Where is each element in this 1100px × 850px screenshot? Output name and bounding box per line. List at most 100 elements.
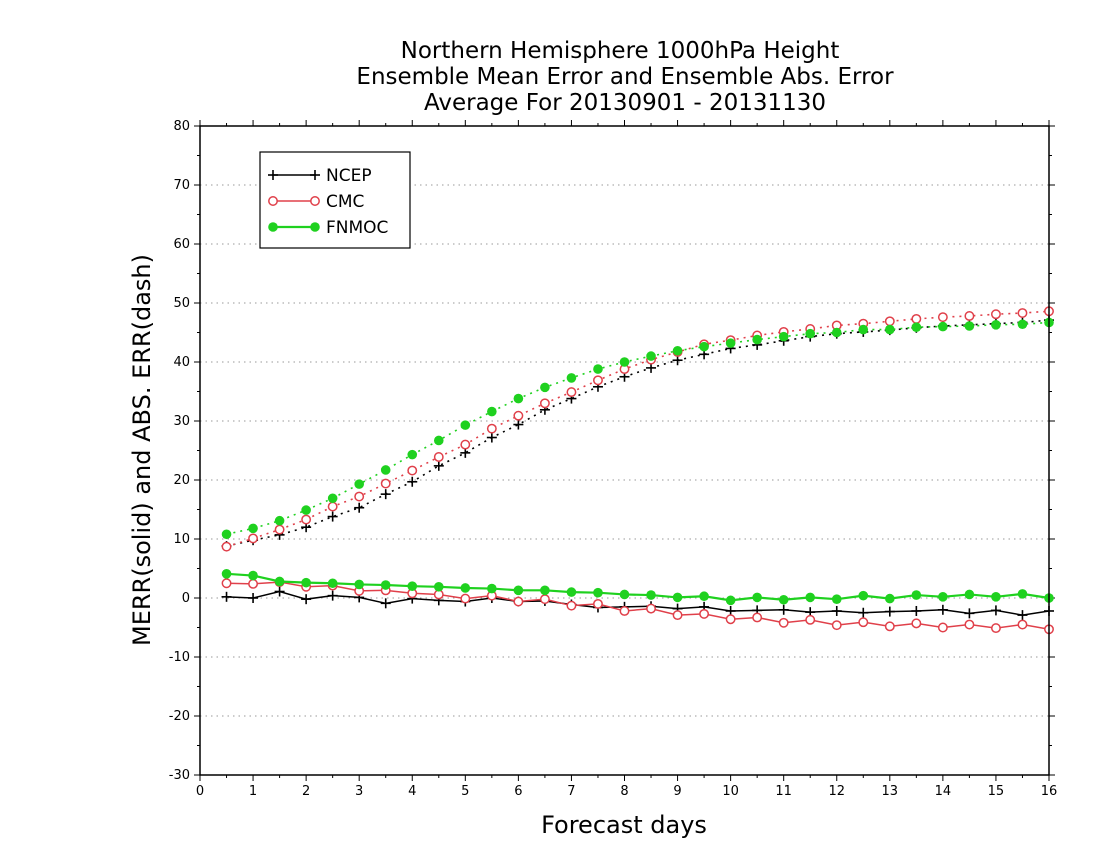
legend-marker-right	[310, 222, 320, 232]
merr-point	[460, 583, 471, 593]
legend-item-ncep: NCEP	[268, 166, 372, 186]
abs-err-point	[248, 523, 258, 534]
abs-err-point	[407, 476, 418, 487]
merr-point	[301, 594, 312, 605]
merr-point	[433, 581, 444, 592]
abs-err-point	[513, 410, 524, 421]
legend-marker-right	[310, 170, 320, 180]
x-tick-label: 12	[828, 784, 845, 799]
x-tick-label: 14	[935, 784, 952, 799]
x-tick-label: 5	[461, 784, 469, 799]
abs-err-point	[354, 491, 365, 502]
abs-err-point	[380, 489, 391, 500]
x-tick-label: 2	[302, 784, 310, 799]
merr-point	[274, 586, 285, 597]
merr-point	[221, 578, 232, 589]
y-tick-label: 80	[173, 119, 190, 134]
abs-err-point	[248, 533, 259, 544]
merr-point	[858, 617, 869, 628]
x-tick-label: 3	[355, 784, 363, 799]
y-tick-label: 70	[173, 178, 190, 193]
x-tick-label: 13	[882, 784, 899, 799]
abs-err-point	[327, 501, 338, 512]
legend-item-fnmoc: FNMOC	[268, 218, 388, 238]
x-tick-label: 9	[673, 784, 681, 799]
abs-err-point	[991, 320, 1001, 330]
abs-err-point	[433, 460, 444, 471]
merr-point	[831, 594, 842, 604]
merr-point	[725, 614, 736, 625]
x-tick-label: 8	[620, 784, 628, 799]
abs-err-point	[990, 309, 1001, 320]
abs-err-point	[460, 420, 471, 430]
abs-err-point	[433, 435, 444, 446]
x-tick-label: 16	[1041, 784, 1058, 799]
chart-title: Northern Hemisphere 1000hPa Height Ensem…	[356, 38, 894, 116]
abs-err-point	[593, 375, 603, 386]
merr-point	[911, 605, 922, 616]
merr-point	[327, 590, 338, 601]
merr-point	[831, 605, 842, 616]
merr-point	[274, 576, 285, 587]
abs-err-point	[539, 398, 550, 409]
merr-point	[964, 608, 975, 619]
abs-err-point	[487, 406, 497, 417]
legend-marker-right	[310, 196, 320, 206]
abs-err-point	[911, 313, 922, 324]
abs-err-point	[221, 529, 232, 540]
merr-point	[752, 592, 762, 603]
merr-point	[380, 598, 391, 609]
merr-point	[513, 585, 524, 596]
merr-point	[540, 585, 550, 596]
abs-err-point	[221, 541, 232, 552]
merr-point	[831, 620, 842, 631]
x-axis-label: Forecast days	[541, 811, 707, 839]
merr-point	[964, 589, 975, 600]
abs-err-point	[805, 328, 816, 339]
merr-point	[938, 592, 948, 602]
merr-point	[221, 569, 232, 579]
merr-point	[991, 592, 1001, 602]
merr-point	[990, 605, 1001, 616]
legend-box	[259, 151, 411, 249]
y-tick-label: -10	[169, 650, 190, 665]
legend-label: CMC	[326, 192, 364, 212]
merr-point	[593, 587, 603, 598]
abs-err-point	[752, 334, 762, 345]
merr-point	[884, 606, 895, 617]
abs-err-point	[831, 327, 842, 338]
abs-err-point	[354, 502, 365, 513]
merr-point	[301, 577, 311, 588]
merr-point	[911, 618, 922, 629]
abs-err-line-ncep	[226, 319, 1050, 547]
merr-point	[619, 589, 630, 600]
merr-point	[248, 593, 259, 603]
abs-err-point	[566, 373, 577, 383]
abs-err-point	[858, 324, 869, 335]
merr-point	[380, 580, 391, 590]
abs-err-point	[1017, 308, 1028, 318]
merr-point	[221, 591, 232, 602]
merr-point	[778, 604, 789, 615]
merr-point	[778, 594, 789, 605]
merr-point	[513, 596, 524, 607]
x-tick-label: 15	[988, 784, 1005, 799]
merr-point	[725, 595, 736, 606]
abs-err-line-cmc	[226, 310, 1050, 548]
merr-point	[699, 608, 710, 619]
merr-point	[407, 581, 418, 591]
abs-err-point	[619, 357, 630, 367]
x-tick-label: 6	[514, 784, 522, 799]
abs-err-point	[407, 465, 418, 476]
series-fnmoc	[221, 317, 1054, 606]
abs-err-point	[964, 311, 975, 321]
x-tick-label: 10	[722, 784, 739, 799]
abs-err-point	[354, 479, 364, 489]
merr-point	[248, 570, 258, 581]
abs-err-point	[407, 449, 418, 460]
abs-err-point	[725, 338, 736, 348]
merr-point	[858, 590, 869, 601]
x-tick-label: 11	[775, 784, 792, 799]
merr-point	[858, 607, 869, 618]
